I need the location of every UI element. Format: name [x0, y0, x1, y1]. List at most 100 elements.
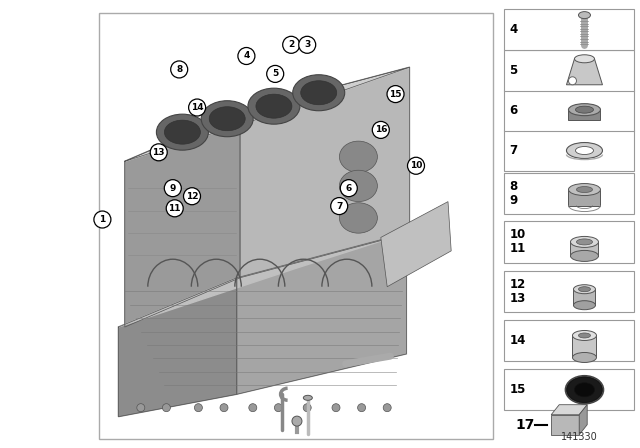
Circle shape [275, 404, 282, 412]
Text: 10: 10 [410, 161, 422, 170]
Ellipse shape [303, 395, 312, 401]
Ellipse shape [339, 203, 378, 233]
Ellipse shape [570, 237, 598, 247]
Circle shape [150, 144, 167, 161]
Ellipse shape [579, 287, 591, 292]
Ellipse shape [573, 284, 595, 294]
Text: 1: 1 [99, 215, 106, 224]
Circle shape [137, 404, 145, 412]
Ellipse shape [301, 81, 337, 105]
Ellipse shape [256, 94, 292, 118]
Text: 4: 4 [243, 52, 250, 60]
Polygon shape [118, 278, 237, 417]
Ellipse shape [339, 170, 378, 202]
Ellipse shape [572, 331, 596, 340]
Ellipse shape [570, 250, 598, 262]
Circle shape [303, 404, 311, 412]
Circle shape [220, 404, 228, 412]
Circle shape [387, 86, 404, 103]
Ellipse shape [209, 107, 245, 131]
Ellipse shape [573, 301, 595, 310]
Bar [573, 289, 595, 305]
Ellipse shape [572, 353, 596, 362]
Ellipse shape [575, 55, 595, 63]
Ellipse shape [568, 184, 600, 195]
Text: 5: 5 [509, 64, 518, 78]
Text: 11: 11 [509, 242, 525, 255]
Text: 14: 14 [191, 103, 204, 112]
Text: 9: 9 [509, 194, 518, 207]
Circle shape [340, 180, 357, 197]
Circle shape [283, 36, 300, 53]
Bar [99, 13, 493, 439]
Circle shape [408, 157, 424, 174]
Text: 13: 13 [152, 148, 165, 157]
Circle shape [383, 404, 391, 412]
Circle shape [184, 188, 200, 205]
Text: 15: 15 [389, 90, 402, 99]
Ellipse shape [575, 146, 593, 155]
Circle shape [166, 200, 183, 217]
Ellipse shape [201, 101, 253, 137]
Bar [568, 190, 600, 206]
Bar [504, 9, 634, 50]
Text: 13: 13 [509, 292, 525, 305]
Text: 15: 15 [509, 383, 525, 396]
Ellipse shape [579, 333, 591, 338]
Bar [504, 271, 634, 312]
Ellipse shape [292, 75, 345, 111]
Text: 16: 16 [374, 125, 387, 134]
Polygon shape [125, 112, 240, 327]
Polygon shape [237, 233, 406, 394]
Ellipse shape [579, 12, 591, 19]
Circle shape [164, 180, 181, 197]
Circle shape [292, 416, 302, 426]
Bar [504, 320, 634, 361]
Polygon shape [118, 233, 406, 327]
Bar [504, 369, 634, 410]
Polygon shape [551, 415, 579, 435]
Circle shape [163, 404, 170, 412]
Bar [572, 336, 596, 358]
Text: 5: 5 [272, 69, 278, 78]
Ellipse shape [575, 106, 593, 113]
Bar [570, 242, 598, 256]
Text: 12: 12 [509, 278, 525, 291]
Ellipse shape [566, 142, 602, 159]
Circle shape [189, 99, 205, 116]
Circle shape [332, 404, 340, 412]
Ellipse shape [339, 141, 378, 172]
Text: 9: 9 [170, 184, 176, 193]
Ellipse shape [566, 377, 602, 403]
Text: 17: 17 [515, 418, 534, 432]
Ellipse shape [248, 88, 300, 124]
Bar [504, 130, 634, 171]
Circle shape [568, 77, 577, 85]
Bar [504, 50, 634, 91]
Text: 2: 2 [288, 40, 294, 49]
Text: 8: 8 [176, 65, 182, 74]
Ellipse shape [156, 114, 209, 150]
Bar [568, 110, 600, 120]
Ellipse shape [577, 239, 593, 245]
Circle shape [372, 121, 389, 138]
Circle shape [171, 61, 188, 78]
Text: 7: 7 [336, 202, 342, 211]
Circle shape [299, 36, 316, 53]
Bar [504, 90, 634, 131]
Text: 6: 6 [346, 184, 352, 193]
Circle shape [331, 198, 348, 215]
Circle shape [238, 47, 255, 65]
Text: 4: 4 [509, 22, 518, 36]
Ellipse shape [577, 186, 593, 193]
Circle shape [94, 211, 111, 228]
Polygon shape [125, 67, 410, 161]
Text: 8: 8 [509, 180, 518, 193]
Text: 7: 7 [509, 144, 518, 157]
Text: 6: 6 [509, 104, 518, 117]
Text: 10: 10 [509, 228, 525, 241]
Ellipse shape [568, 103, 600, 116]
Polygon shape [566, 59, 602, 85]
Polygon shape [381, 202, 451, 287]
Text: 12: 12 [186, 192, 198, 201]
